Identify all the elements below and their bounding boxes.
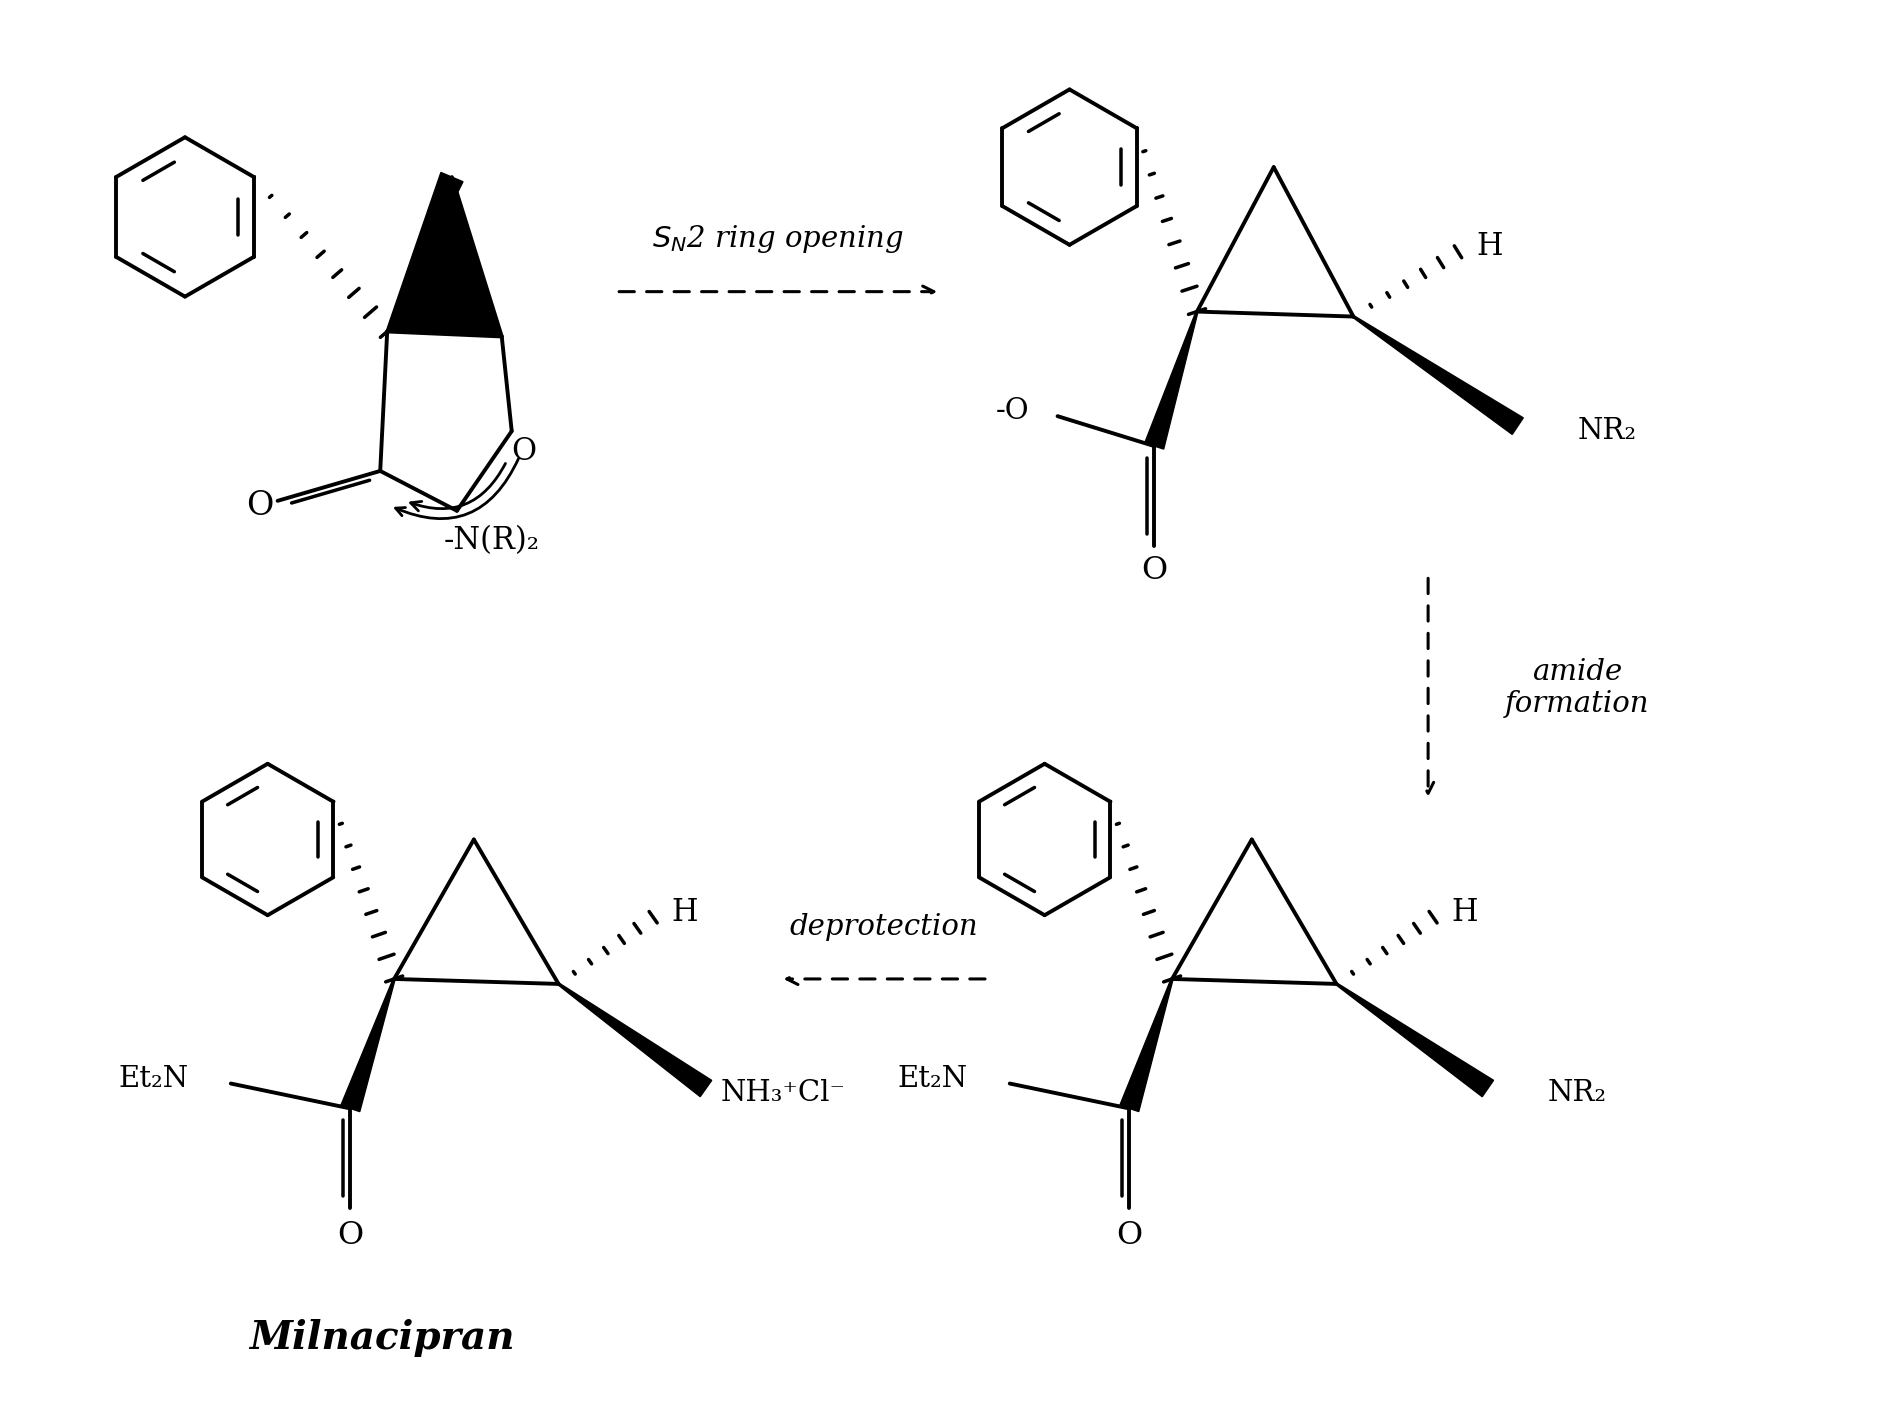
Text: H: H	[672, 897, 699, 928]
Text: amide
formation: amide formation	[1505, 658, 1651, 718]
Text: NR₂: NR₂	[1548, 1080, 1607, 1107]
Text: $\mathit{S_N}$2 ring opening: $\mathit{S_N}$2 ring opening	[651, 223, 903, 254]
Text: O: O	[1141, 556, 1168, 585]
FancyArrowPatch shape	[411, 463, 505, 512]
Text: H: H	[1452, 897, 1478, 928]
Text: H: H	[1477, 232, 1503, 263]
Text: NR₂: NR₂	[1577, 418, 1637, 445]
Polygon shape	[558, 983, 712, 1097]
Text: -N(R)₂: -N(R)₂	[443, 526, 540, 556]
Text: O: O	[246, 490, 273, 522]
Polygon shape	[388, 178, 502, 337]
Polygon shape	[341, 979, 396, 1111]
Polygon shape	[1145, 311, 1198, 449]
Text: -O: -O	[996, 398, 1030, 425]
Polygon shape	[1336, 983, 1494, 1097]
Text: O: O	[511, 435, 536, 466]
Text: Et₂N: Et₂N	[119, 1064, 189, 1093]
Text: NH₃⁺Cl⁻: NH₃⁺Cl⁻	[721, 1080, 846, 1107]
Text: Et₂N: Et₂N	[897, 1064, 967, 1093]
FancyArrowPatch shape	[396, 459, 519, 519]
Text: O: O	[1117, 1221, 1141, 1252]
Polygon shape	[386, 172, 464, 333]
Polygon shape	[1353, 315, 1524, 435]
Text: Milnacipran: Milnacipran	[250, 1319, 515, 1357]
Polygon shape	[1121, 979, 1174, 1111]
Text: deprotection: deprotection	[789, 914, 979, 941]
Text: O: O	[337, 1221, 363, 1252]
